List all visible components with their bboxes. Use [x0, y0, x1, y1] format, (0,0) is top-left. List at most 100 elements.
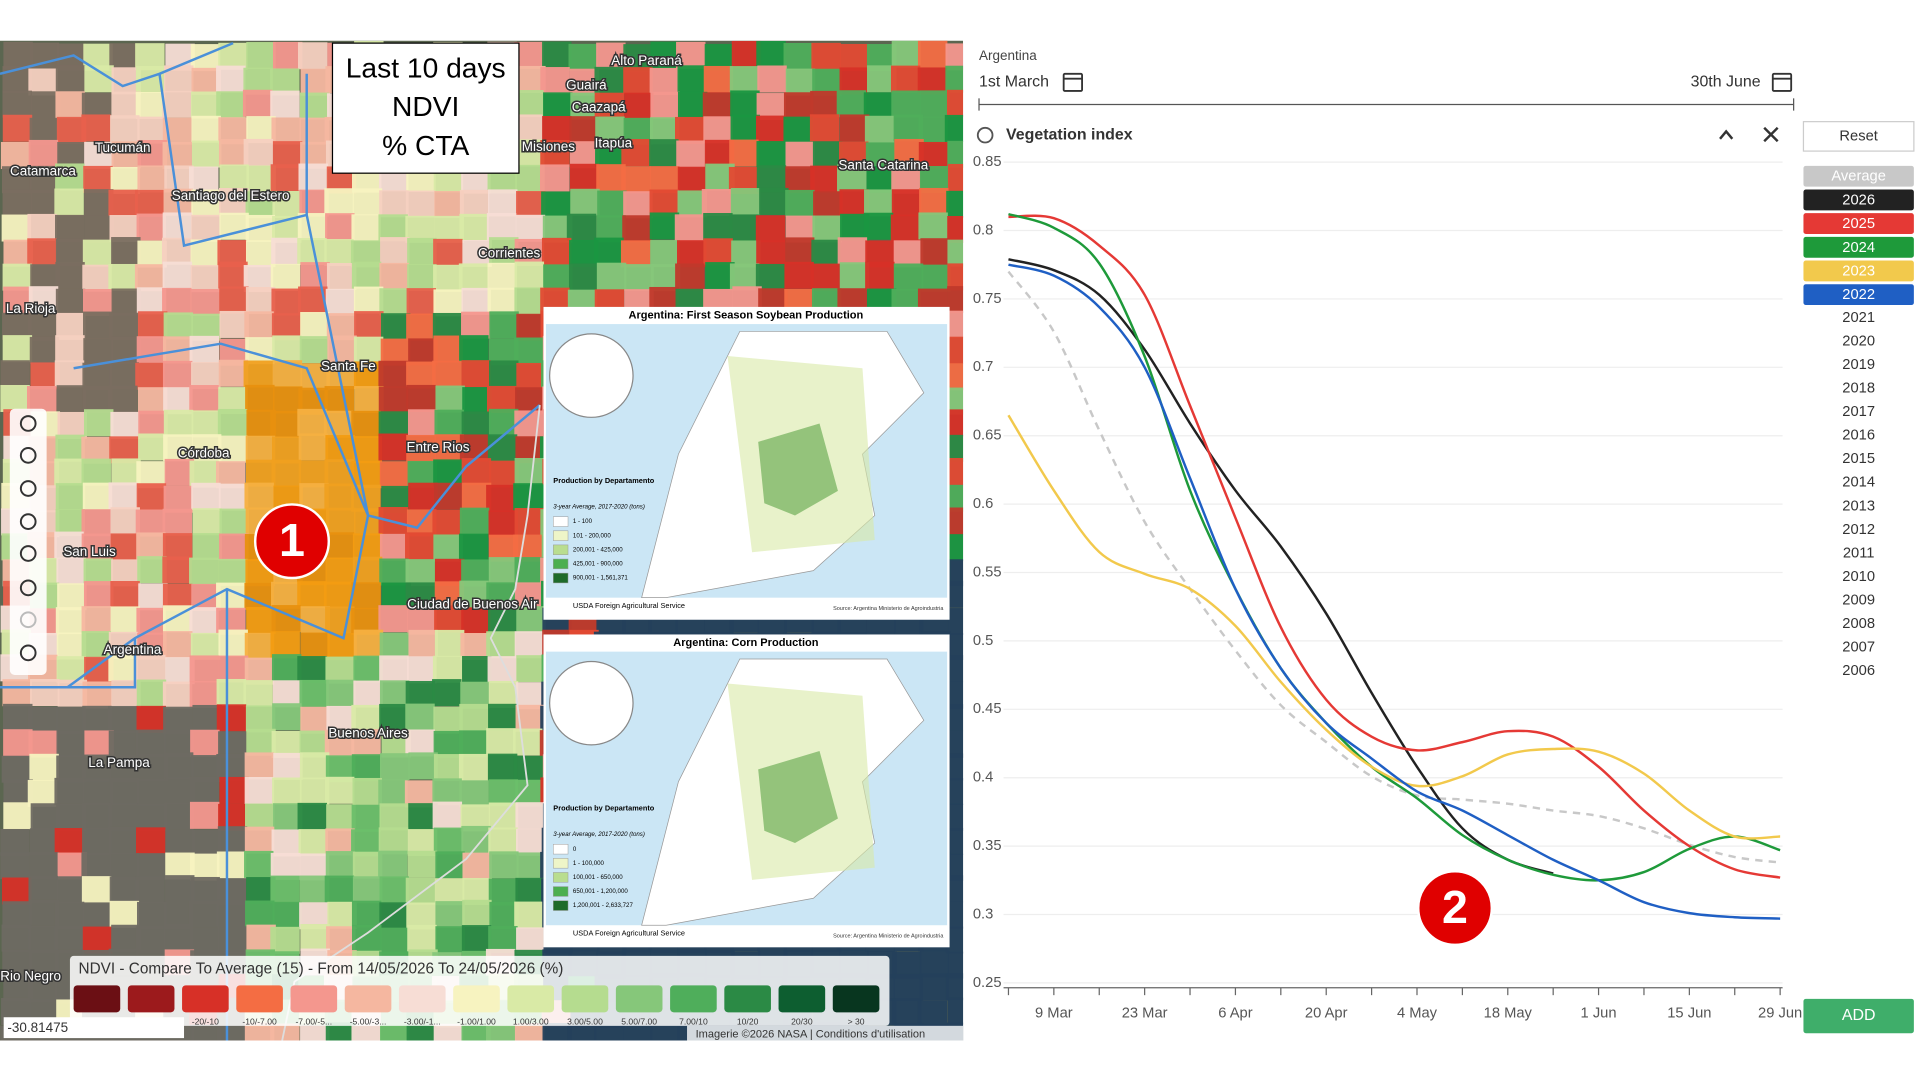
map-cell [135, 509, 166, 537]
map-cell [28, 730, 58, 758]
map-cell [623, 1023, 653, 1041]
map-cell [945, 43, 964, 71]
add-button[interactable] [1803, 998, 1914, 1034]
map-cell [351, 704, 381, 732]
legend-entry-inactive[interactable]: 2009 [1842, 592, 1875, 608]
map-cell [244, 1022, 275, 1041]
map-cell [55, 607, 86, 635]
map-cell [246, 606, 276, 634]
map-cell [703, 238, 733, 266]
reset-label[interactable]: Reset [1839, 128, 1877, 144]
calendar-icons[interactable] [1062, 72, 1793, 92]
legend-item[interactable] [1803, 213, 1914, 235]
reset-button[interactable] [1802, 121, 1915, 152]
map-cell [487, 434, 518, 462]
legend-entry-inactive[interactable]: 2012 [1842, 522, 1875, 538]
map-cell [948, 778, 964, 806]
map-cell [272, 360, 303, 388]
legend-entry[interactable]: 2023 [1842, 263, 1875, 279]
map-cell [162, 261, 193, 289]
end-date[interactable]: 30th June [1691, 74, 1761, 91]
legend-entry-inactive[interactable]: 2008 [1842, 616, 1875, 632]
legend-entry-inactive[interactable]: 2020 [1842, 333, 1875, 349]
legend-entry[interactable]: 2026 [1842, 192, 1875, 208]
legend-entry-inactive[interactable]: 2014 [1842, 475, 1875, 491]
legend-entry[interactable]: 2025 [1842, 216, 1875, 232]
map-cell [324, 729, 355, 757]
y-tick-label: 0.3 [973, 906, 993, 922]
legend-entry-inactive[interactable]: 2018 [1842, 380, 1875, 396]
map-cell [594, 237, 624, 265]
legend-entry-inactive[interactable]: 2010 [1842, 569, 1875, 585]
legend-entry-inactive[interactable]: 2011 [1843, 545, 1875, 561]
map-cell [1, 214, 32, 242]
toolbar-icon[interactable] [19, 611, 37, 629]
legend-entry-inactive[interactable]: 2015 [1842, 451, 1875, 467]
legend-entry-inactive[interactable]: 2007 [1842, 640, 1875, 656]
legend-item[interactable] [1803, 165, 1914, 187]
toolbar-icon[interactable] [19, 644, 37, 662]
map-cell [30, 803, 61, 831]
map-cell [216, 91, 246, 119]
map-cell [540, 164, 570, 192]
map-label: La Rioja [6, 301, 56, 316]
legend-item[interactable] [1803, 236, 1914, 258]
marker [1416, 870, 1494, 947]
map-cell [569, 116, 599, 144]
legend-entry[interactable]: 2022 [1842, 287, 1875, 303]
legend-swatch [182, 985, 229, 1013]
map-cell [946, 853, 964, 881]
map-cell [271, 654, 302, 682]
toolbar-icon[interactable] [19, 480, 37, 497]
toolbar-icon[interactable] [19, 545, 37, 562]
map-cell [351, 729, 381, 757]
map-cell [515, 682, 546, 710]
map-cell [918, 141, 949, 169]
map-cell [570, 188, 600, 216]
map-cell [461, 607, 491, 635]
collapse-button[interactable] [1719, 129, 1734, 140]
map-cell [57, 411, 87, 439]
legend-entry-inactive[interactable]: 2006 [1842, 663, 1875, 679]
map[interactable]: Tucumán Catamarca Santiago del Estero La Ri… [0, 40, 978, 1053]
map-cell [218, 483, 249, 511]
map-cell [810, 263, 840, 291]
attribution: Imagerie ©2026 NASA | Conditions d'utili… [696, 1028, 926, 1040]
map-cell [461, 825, 491, 853]
x-tick-label: 15 Jun [1667, 1005, 1711, 1021]
map-cell [55, 288, 86, 316]
marker [253, 503, 331, 580]
map-cell [244, 776, 275, 804]
map-cell [353, 680, 383, 708]
map-cell [378, 779, 408, 807]
add-label[interactable]: ADD [1842, 1007, 1876, 1024]
toolbar-icon[interactable] [19, 447, 37, 464]
legend-entry[interactable]: Average [1831, 169, 1886, 185]
legend-entry[interactable]: 2024 [1842, 240, 1875, 256]
legend-entry-inactive[interactable]: 2021 [1842, 310, 1875, 326]
map-cell [378, 827, 409, 855]
legend-entry-inactive[interactable]: 2017 [1842, 404, 1875, 420]
map-cell [759, 187, 789, 215]
legend-item[interactable] [1803, 189, 1914, 211]
map-cell [434, 581, 465, 609]
toolbar-icon[interactable] [19, 415, 37, 432]
map-cell [191, 829, 222, 857]
map-cell [433, 754, 464, 782]
start-date[interactable]: 1st March [979, 74, 1049, 91]
close-button[interactable] [1763, 126, 1779, 143]
map-cell [352, 851, 383, 879]
toolbar-icon[interactable] [19, 513, 37, 530]
legend-item[interactable] [1803, 284, 1914, 306]
map-cell [947, 507, 964, 535]
map-cell [378, 605, 408, 633]
map-cell [676, 140, 706, 168]
legend-entry-inactive[interactable]: 2013 [1842, 498, 1875, 514]
legend-entry-inactive[interactable]: 2016 [1842, 428, 1875, 444]
map-cell [135, 362, 165, 390]
legend-entry-inactive[interactable]: 2019 [1842, 357, 1875, 373]
legend-item[interactable] [1803, 260, 1914, 282]
map-cell [81, 876, 112, 904]
map-cell [81, 114, 111, 142]
toolbar-icon[interactable] [19, 579, 37, 597]
